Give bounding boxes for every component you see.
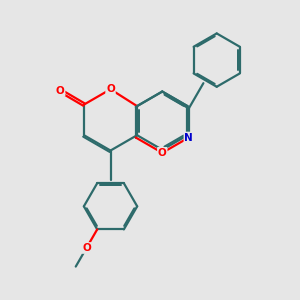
Text: O: O: [158, 148, 167, 158]
Text: O: O: [82, 243, 91, 253]
Text: O: O: [56, 85, 64, 96]
Text: N: N: [184, 133, 193, 142]
Text: O: O: [106, 84, 115, 94]
